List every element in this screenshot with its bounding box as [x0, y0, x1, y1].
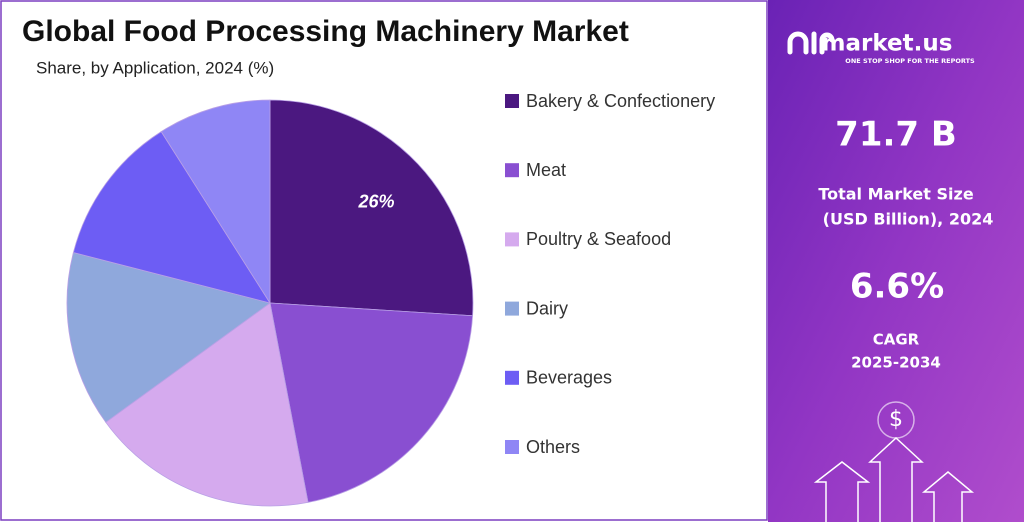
brand-logo: [787, 31, 835, 55]
legend-label: Dairy: [526, 298, 568, 318]
brand-name: market.us: [822, 31, 953, 57]
pie-slice: [269, 99, 474, 317]
legend-label: Meat: [526, 160, 566, 180]
chart-subtitle: Share, by Application, 2024 (%): [36, 58, 274, 77]
pie-slice: [269, 302, 474, 503]
pie-slice: [66, 252, 271, 423]
market-size: 71.7 B: [835, 115, 957, 155]
legend-swatch: [505, 94, 519, 108]
cagr-value: 6.6%: [850, 267, 944, 307]
legend-label: Poultry & Seafood: [526, 229, 671, 249]
pie-slice: [72, 131, 271, 304]
cagr-label: CAGR: [873, 331, 920, 349]
pie-slice: [160, 99, 271, 305]
pie-slice: [105, 302, 309, 507]
legend-swatch: [505, 301, 519, 316]
market-size-label: Total Market Size: [818, 185, 973, 204]
brand-tagline: ONE STOP SHOP FOR THE REPORTS: [845, 57, 975, 65]
cagr-label: 2025-2034: [851, 354, 941, 372]
dollar-symbol: $: [889, 407, 903, 432]
legend-swatch: [505, 163, 519, 178]
legend-label: Bakery & Confectionery: [526, 91, 715, 111]
legend-swatch: [505, 440, 519, 454]
legend-label: Beverages: [526, 368, 612, 388]
market-size-label: (USD Billion), 2024: [823, 210, 994, 229]
info-panel: market.us ONE STOP SHOP FOR THE REPORTS …: [768, 0, 1024, 522]
legend-swatch: [505, 232, 519, 247]
growth-arrows: [813, 436, 975, 522]
chart-title: Global Food Processing Machinery Market: [22, 15, 629, 48]
legend-label: Others: [526, 437, 580, 457]
panel-background: [768, 0, 1024, 522]
data-label: 26%: [358, 192, 395, 212]
legend-swatch: [505, 370, 519, 385]
